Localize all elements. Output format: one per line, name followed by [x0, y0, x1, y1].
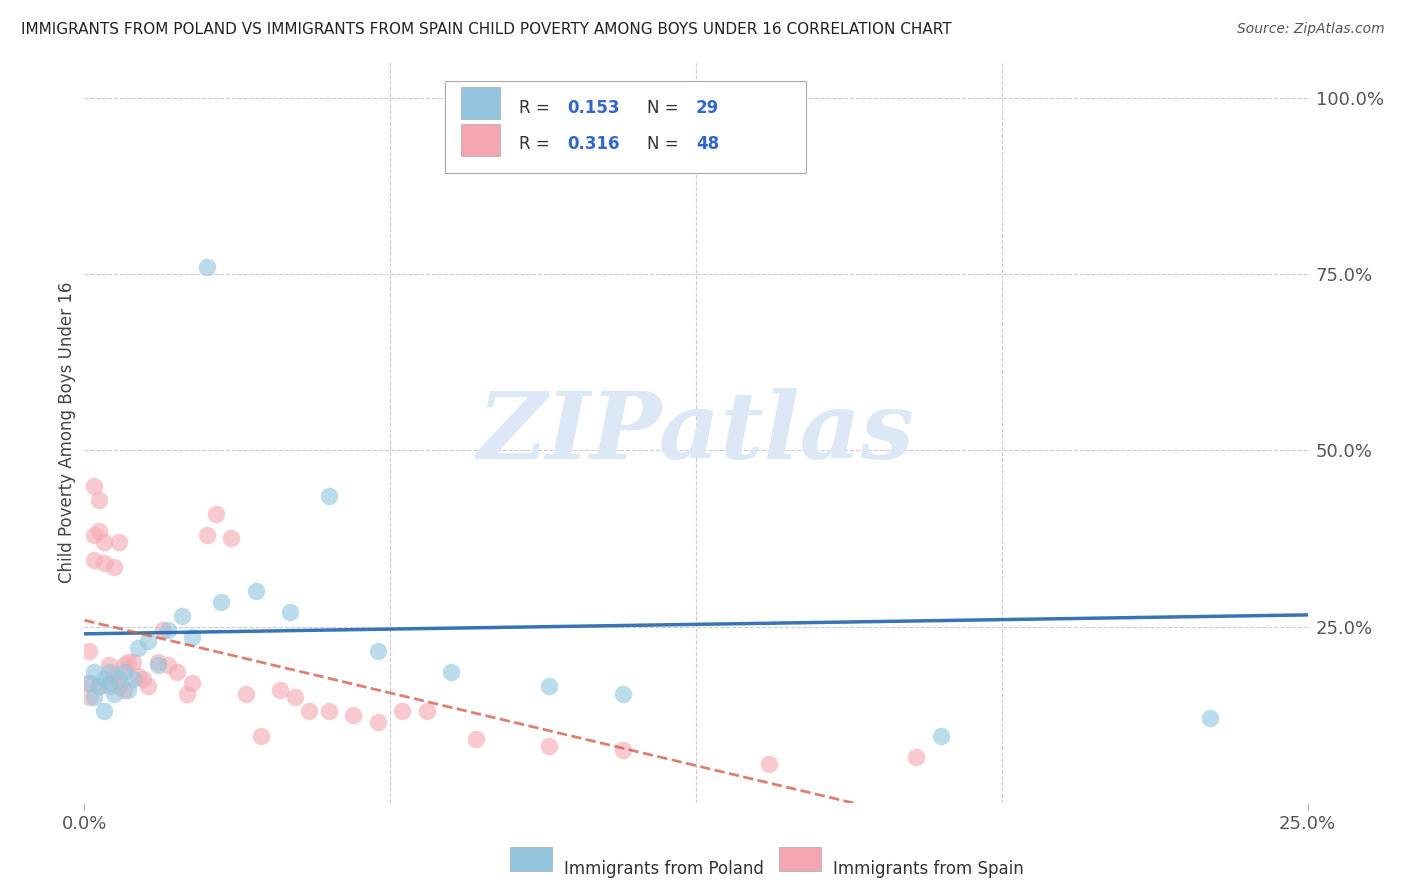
Point: [209, 595, 232, 609]
Point: [107, 535, 129, 549]
Text: N =: N =: [647, 135, 683, 153]
Y-axis label: Child Poverty Among Boys Under 16: Child Poverty Among Boys Under 16: [58, 282, 76, 583]
Point: [136, 633, 159, 648]
FancyBboxPatch shape: [461, 87, 501, 120]
Point: [318, 489, 340, 503]
Point: [83, 665, 105, 680]
Text: N =: N =: [647, 99, 683, 118]
Point: [538, 680, 561, 694]
Point: [367, 644, 389, 658]
Point: [905, 750, 928, 764]
Point: [416, 704, 439, 718]
Point: [195, 260, 218, 274]
Point: [127, 669, 149, 683]
Point: [103, 669, 125, 683]
Point: [612, 686, 634, 700]
Point: [758, 757, 780, 772]
Point: [83, 528, 105, 542]
Point: [87, 680, 110, 694]
Point: [284, 690, 307, 704]
Point: [117, 683, 139, 698]
Text: R =: R =: [519, 99, 554, 118]
Point: [181, 676, 204, 690]
Point: [103, 559, 125, 574]
Point: [156, 658, 179, 673]
Point: [172, 609, 194, 624]
Point: [176, 686, 198, 700]
Point: [235, 686, 257, 700]
Point: [77, 676, 100, 690]
Point: [87, 492, 110, 507]
Point: [538, 739, 561, 754]
Point: [245, 584, 267, 599]
Point: [156, 623, 179, 637]
Point: [146, 655, 169, 669]
Point: [93, 704, 115, 718]
Point: [269, 683, 291, 698]
Text: R =: R =: [519, 135, 554, 153]
Point: [464, 732, 486, 747]
Text: Source: ZipAtlas.com: Source: ZipAtlas.com: [1237, 22, 1385, 37]
Point: [391, 704, 413, 718]
Point: [132, 673, 155, 687]
Point: [929, 729, 952, 743]
Text: IMMIGRANTS FROM POLAND VS IMMIGRANTS FROM SPAIN CHILD POVERTY AMONG BOYS UNDER 1: IMMIGRANTS FROM POLAND VS IMMIGRANTS FRO…: [21, 22, 952, 37]
Text: 29: 29: [696, 99, 720, 118]
FancyBboxPatch shape: [446, 81, 806, 173]
Text: 48: 48: [696, 135, 718, 153]
Point: [112, 658, 135, 673]
Point: [367, 714, 389, 729]
Point: [499, 87, 522, 102]
Text: 0.316: 0.316: [568, 135, 620, 153]
Point: [136, 680, 159, 694]
Point: [112, 665, 135, 680]
Text: ZIPatlas: ZIPatlas: [478, 388, 914, 477]
Point: [117, 655, 139, 669]
Point: [93, 556, 115, 570]
Point: [83, 690, 105, 704]
Point: [107, 673, 129, 687]
Point: [166, 665, 188, 680]
Point: [127, 640, 149, 655]
Point: [146, 658, 169, 673]
Point: [97, 658, 120, 673]
Point: [97, 676, 120, 690]
Point: [219, 532, 242, 546]
Point: [97, 680, 120, 694]
Point: [83, 552, 105, 566]
Point: [440, 665, 463, 680]
Point: [152, 623, 174, 637]
Point: [112, 683, 135, 698]
Point: [103, 686, 125, 700]
Point: [298, 704, 321, 718]
Point: [83, 478, 105, 492]
FancyBboxPatch shape: [510, 847, 551, 871]
Point: [122, 655, 145, 669]
Point: [195, 528, 218, 542]
FancyBboxPatch shape: [461, 124, 501, 156]
Text: Immigrants from Poland: Immigrants from Poland: [564, 860, 763, 878]
Text: Immigrants from Spain: Immigrants from Spain: [832, 860, 1024, 878]
Point: [205, 507, 228, 521]
Point: [249, 729, 271, 743]
Point: [93, 535, 115, 549]
Point: [181, 630, 204, 644]
Point: [77, 676, 100, 690]
Point: [77, 690, 100, 704]
Point: [97, 665, 120, 680]
Point: [77, 644, 100, 658]
Point: [612, 743, 634, 757]
Point: [87, 524, 110, 539]
FancyBboxPatch shape: [779, 847, 821, 871]
Point: [107, 680, 129, 694]
Point: [87, 680, 110, 694]
Point: [122, 673, 145, 687]
Point: [93, 673, 115, 687]
Point: [318, 704, 340, 718]
Point: [1198, 711, 1220, 725]
Point: [342, 707, 364, 722]
Point: [278, 606, 301, 620]
Text: 0.153: 0.153: [568, 99, 620, 118]
